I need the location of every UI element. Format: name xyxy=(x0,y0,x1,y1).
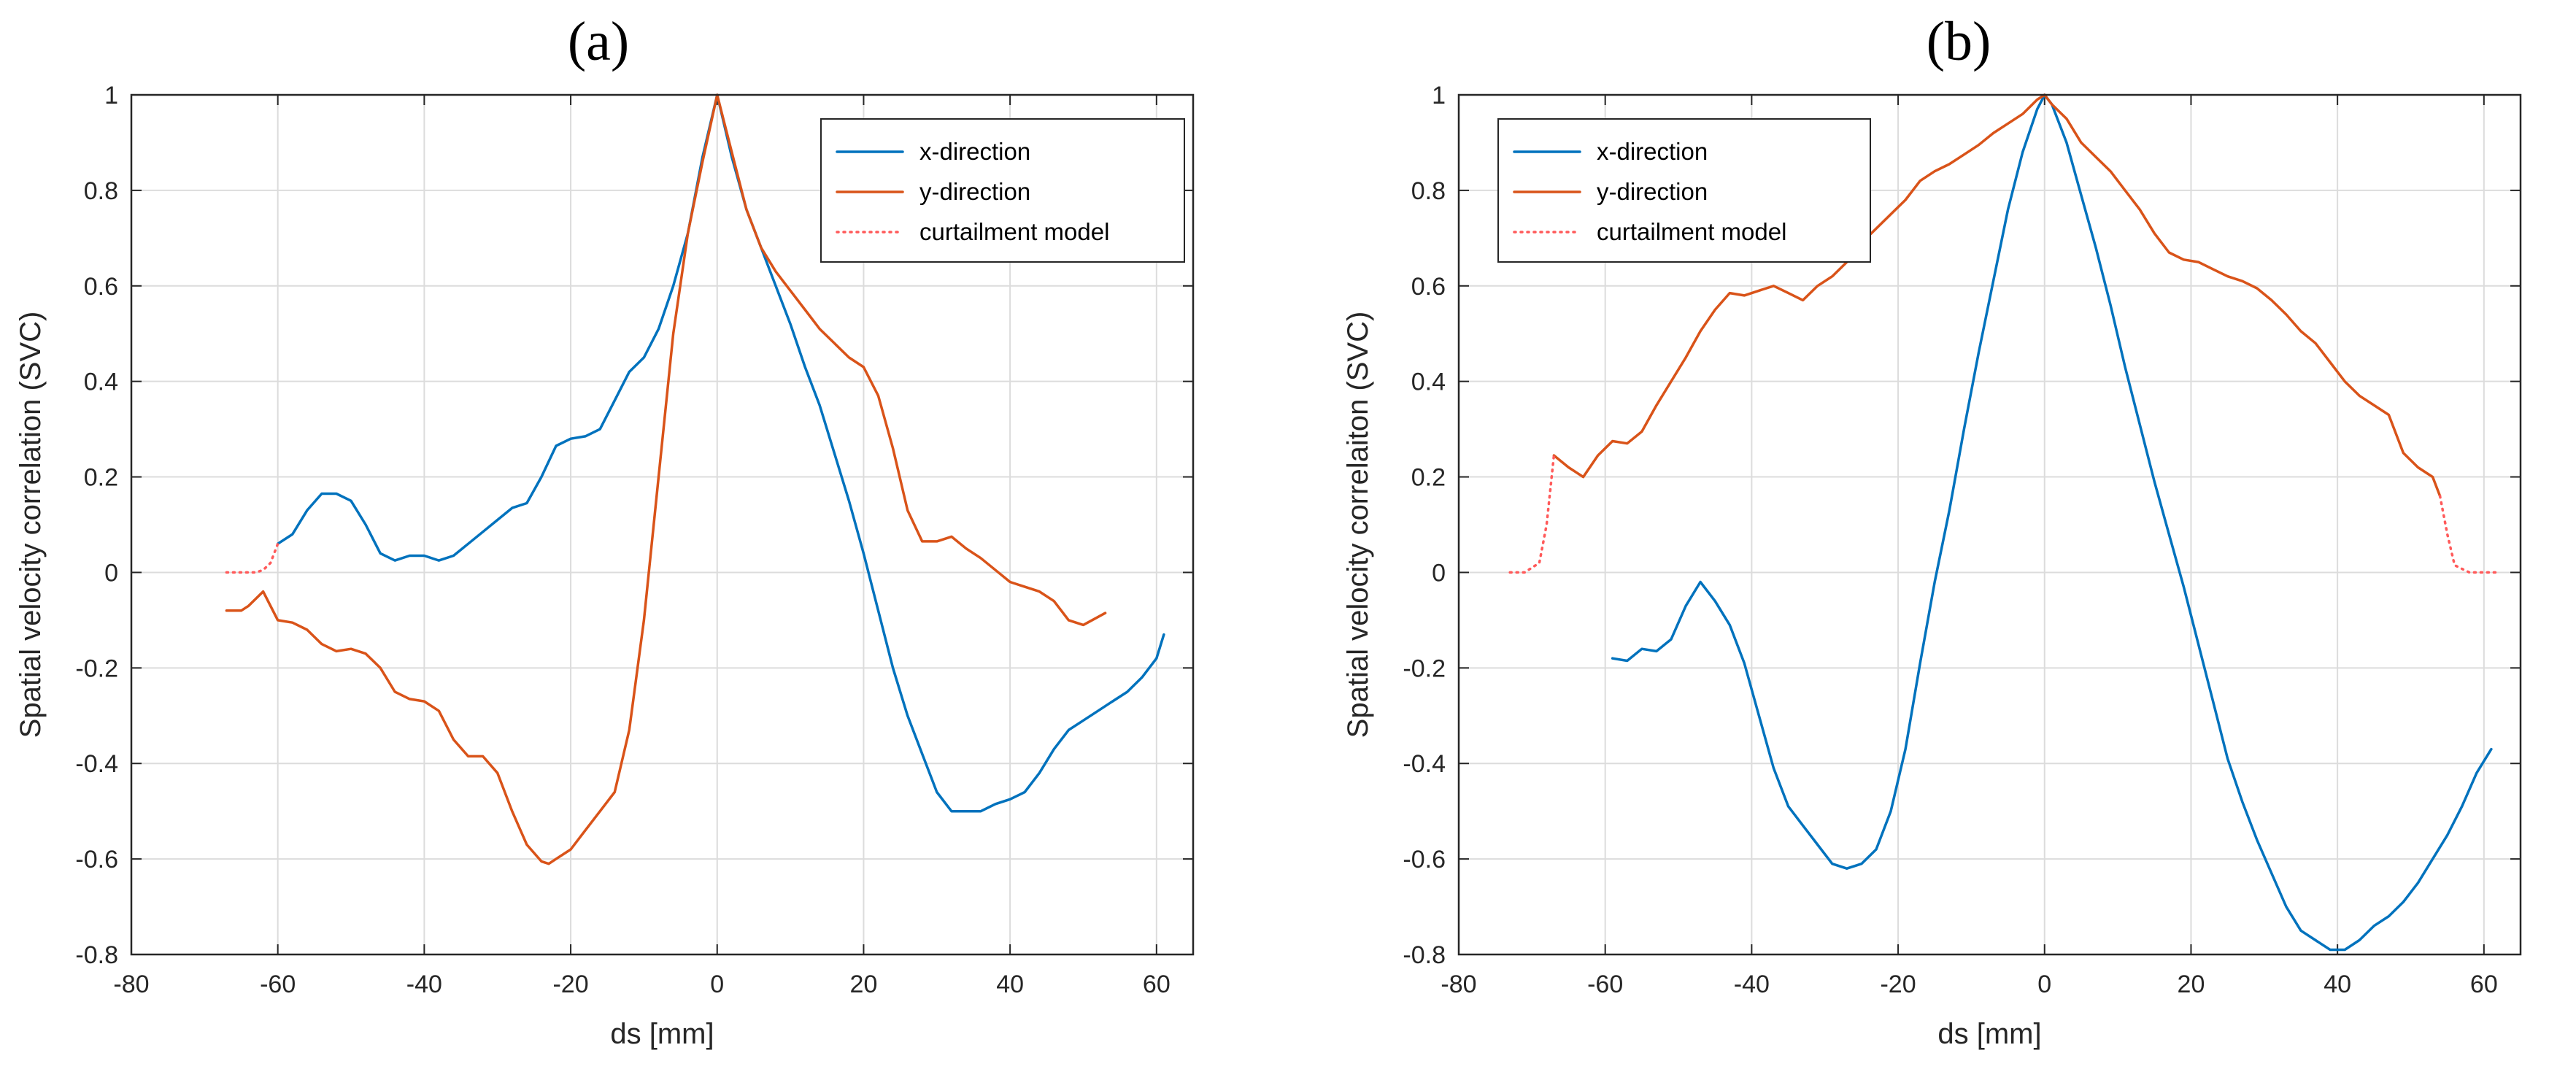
legend-entry: curtailment model xyxy=(919,218,1109,245)
x-axis-label: ds [mm] xyxy=(1937,1018,2041,1050)
x-tick-label: 20 xyxy=(850,971,878,998)
y-tick-label: 0.4 xyxy=(84,369,118,396)
panel-label: (b) xyxy=(1927,11,1991,72)
series-line-curtailment-model xyxy=(1508,454,1556,574)
x-tick-label: -20 xyxy=(1880,971,1916,998)
series-line-curtailment-model xyxy=(2438,494,2500,574)
plot-frame xyxy=(130,93,1195,956)
chart-panel-a: -80 -60 -40 -20 0 20 40 60 -0.8 -0.6 -0.4 -0.2 0 0.2 0… xyxy=(15,11,1195,1050)
x-tick-label: 0 xyxy=(2037,971,2051,998)
x-tick-label: 20 xyxy=(2178,971,2205,998)
y-tick-label: 0.2 xyxy=(1411,464,1446,492)
y-tick-label: 0.6 xyxy=(84,273,118,301)
legend-entry: x-direction xyxy=(919,138,1030,165)
x-tick-label: -80 xyxy=(113,971,149,998)
x-tick-label: -60 xyxy=(1587,971,1623,998)
legend-entry: curtailment model xyxy=(1597,218,1786,245)
y-axis-label: Spatial velocity correlation (SVC) xyxy=(15,312,47,738)
series-line-curtailment-model xyxy=(225,542,279,574)
y-tick-label: 1 xyxy=(104,82,118,109)
x-tick-label: 40 xyxy=(2324,971,2351,998)
x-tick-label: 60 xyxy=(2470,971,2498,998)
y-tick-label: 0.2 xyxy=(84,464,118,492)
y-tick-label: 1 xyxy=(1432,82,1446,109)
y-tick-label: -0.4 xyxy=(1403,750,1446,778)
y-tick-label: -0.6 xyxy=(1403,846,1446,873)
x-tick-label: 0 xyxy=(710,971,724,998)
plot-frame xyxy=(1457,93,2522,956)
legend-entry: x-direction xyxy=(1597,138,1708,165)
x-tick-label: -80 xyxy=(1441,971,1476,998)
legend-box xyxy=(1497,118,1871,263)
legend-entry: y-direction xyxy=(1597,178,1708,205)
y-tick-label: 0.6 xyxy=(1411,273,1446,301)
x-tick-label: 40 xyxy=(996,971,1024,998)
y-tick-label: -0.8 xyxy=(1403,941,1446,969)
y-tick-label: 0.4 xyxy=(1411,369,1446,396)
legend: x-direction y-direction curtailment model xyxy=(1497,118,1871,263)
x-tick-label: -40 xyxy=(1734,971,1770,998)
y-tick-label: -0.2 xyxy=(75,655,118,682)
legend-box xyxy=(820,118,1185,263)
x-tick-label: -60 xyxy=(260,971,296,998)
y-tick-label: 0.8 xyxy=(1411,177,1446,205)
y-tick-label: 0 xyxy=(104,559,118,587)
x-tick-label: 60 xyxy=(1143,971,1171,998)
x-axis-label: ds [mm] xyxy=(610,1018,714,1050)
y-tick-label: 0 xyxy=(1432,559,1446,587)
x-tick-label: -20 xyxy=(552,971,588,998)
x-tick-label: -40 xyxy=(406,971,442,998)
y-tick-label: -0.8 xyxy=(75,941,118,969)
y-tick-label: -0.2 xyxy=(1403,655,1446,682)
panel-label: (a) xyxy=(568,11,629,72)
y-tick-label: -0.4 xyxy=(75,750,118,778)
legend: x-direction y-direction curtailment model xyxy=(820,118,1185,263)
y-tick-label: -0.6 xyxy=(75,846,118,873)
chart-panel-b: -80 -60 -40 -20 0 20 40 60 -0.8 -0.6 -0.4 -0.2 0 0.2 0… xyxy=(1342,11,2522,1050)
series-line-y-direction xyxy=(225,93,1107,865)
legend-entry: y-direction xyxy=(919,178,1030,205)
y-tick-label: 0.8 xyxy=(84,177,118,205)
y-axis-label: Spatial velocity correlaiton (SVC) xyxy=(1342,312,1374,738)
series-line-y-direction xyxy=(1552,93,2442,498)
